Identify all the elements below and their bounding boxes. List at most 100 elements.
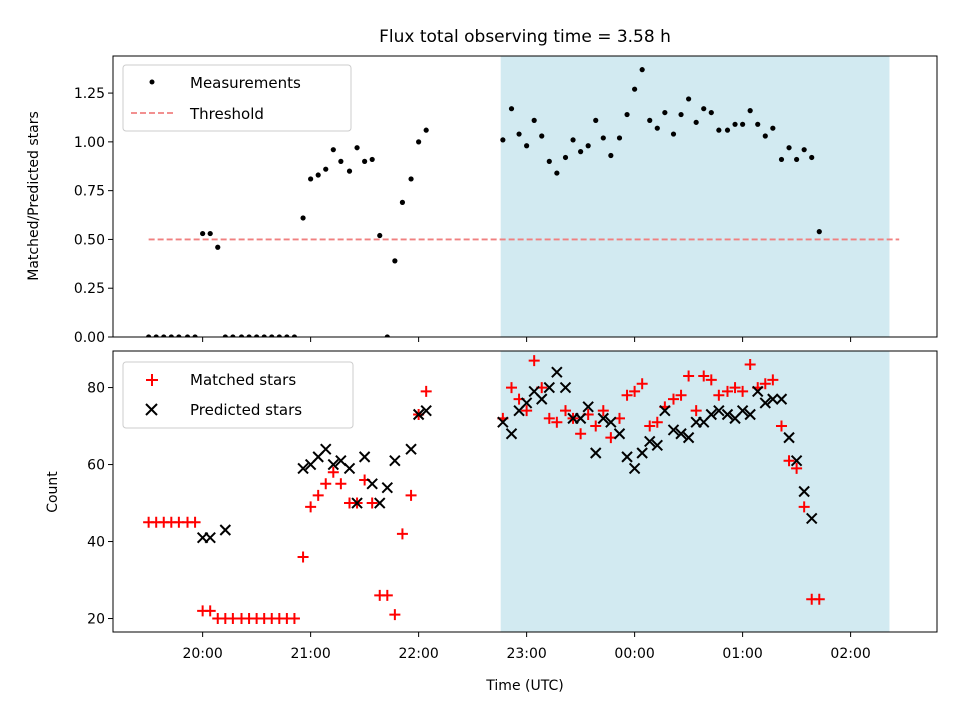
measurements-point (354, 145, 360, 151)
measurements-point (184, 334, 191, 337)
bottom-ytick-label: 40 (87, 535, 105, 551)
measurements-point (724, 127, 731, 133)
measurements-point (524, 143, 530, 149)
measurements-point (346, 168, 353, 174)
predicted-stars-point (389, 454, 401, 467)
measurements-point (408, 176, 414, 182)
measurements-point (678, 111, 684, 118)
measurements-point (539, 133, 545, 139)
predicted-stars-point (775, 393, 788, 405)
matched-stars-point (629, 385, 641, 397)
matched-stars-point (204, 605, 216, 617)
matched-stars-point (636, 378, 648, 390)
measurements-point (878, 0, 883, 3)
measurements-point (192, 334, 198, 337)
top-legend-measurements-label: Measurements (190, 74, 301, 92)
predicted-stars-point (559, 381, 572, 394)
matched-stars-point (791, 462, 803, 474)
measurements-point (562, 154, 569, 161)
measurements-point (315, 172, 321, 178)
top-legend-box (122, 64, 352, 132)
measurements-point (300, 215, 306, 221)
matched-stars-point (528, 355, 540, 367)
xtick-label: 00:00 (614, 646, 654, 662)
predicted-stars-point (644, 435, 656, 448)
measurements-point (755, 121, 761, 127)
measurements-point (176, 334, 182, 337)
measurements-point (516, 131, 522, 137)
matched-stars-point (312, 489, 324, 501)
predicted-stars-point (582, 401, 594, 413)
predicted-stars-point (219, 524, 232, 536)
bottom-observing-span (500, 351, 890, 632)
matched-stars-point (767, 374, 779, 386)
measurements-point (816, 229, 822, 235)
xtick-label: 20:00 (182, 646, 222, 662)
measurements-point (323, 166, 329, 172)
measurements-point (662, 109, 668, 116)
xtick-label: 02:00 (830, 646, 870, 662)
measurements-point (833, 0, 838, 3)
matched-stars-point (667, 393, 679, 405)
measurements-point (647, 117, 653, 123)
matched-stars-point (335, 478, 347, 490)
predicted-stars-point (551, 366, 563, 378)
top-legend: Measurements Threshold (122, 64, 352, 132)
predicted-stars-point (297, 462, 309, 475)
measurements-point (616, 135, 623, 141)
matched-stars-point (737, 385, 749, 397)
predicted-stars-point (767, 393, 779, 405)
matched-stars-point (189, 516, 201, 528)
predicted-stars-point (536, 393, 548, 405)
xtick-label: 21:00 (290, 646, 330, 662)
matched-stars-point (798, 501, 810, 513)
predicted-stars-point (759, 397, 771, 409)
top-ytick-label: 0.75 (74, 184, 105, 200)
matched-stars-point (543, 412, 555, 424)
matched-stars-point (721, 385, 733, 397)
matched-stars-point (705, 374, 717, 386)
measurements-point (794, 156, 800, 163)
measurements-point (856, 0, 861, 3)
predicted-stars-point (320, 443, 332, 455)
predicted-stars-point (343, 462, 356, 475)
measurements-point (894, 0, 899, 3)
panel-top-ratio: 0.00 0.25 0.50 0.75 1.00 1.25 Matched/Predict… (26, 0, 938, 346)
measurements-point (686, 96, 692, 102)
predicted-stars-point (497, 416, 509, 428)
chart-title: Flux total observing time = 3.58 h (379, 27, 671, 47)
predicted-stars-point (621, 451, 633, 463)
top-legend-measurements-marker (149, 79, 155, 85)
measurements-point (840, 0, 845, 3)
matched-stars-point (320, 478, 332, 490)
predicted-stars-point (736, 404, 749, 417)
measurements-point (801, 147, 807, 153)
predicted-stars-point (574, 412, 587, 425)
matched-stars-point (381, 589, 393, 601)
measurements-point (338, 158, 344, 164)
panel-top-frame (112, 55, 938, 338)
measurements-point (254, 334, 260, 337)
measurements-point (276, 334, 282, 337)
predicted-stars-point (721, 408, 734, 421)
measurements-point (168, 334, 174, 337)
measurements-point (291, 334, 298, 337)
matched-stars-point (713, 389, 725, 401)
matched-stars-point (590, 420, 602, 432)
measurements-point (600, 135, 606, 141)
predicted-stars-point (597, 412, 610, 425)
predicted-stars-point (366, 478, 378, 490)
predicted-stars-point (628, 462, 641, 475)
measurements-point (639, 67, 645, 73)
measurements-point (377, 232, 383, 239)
measurements-point (423, 127, 429, 133)
matched-stars-point (744, 358, 756, 370)
measurements-point (693, 119, 699, 125)
predicted-stars-point (374, 497, 386, 509)
measurements-point (399, 199, 406, 205)
matched-stars-point (559, 405, 571, 417)
measurements-point (747, 108, 753, 114)
bottom-y-axis-label: Count (45, 471, 61, 513)
measurements-point (863, 0, 868, 3)
matched-stars-point (521, 405, 533, 417)
